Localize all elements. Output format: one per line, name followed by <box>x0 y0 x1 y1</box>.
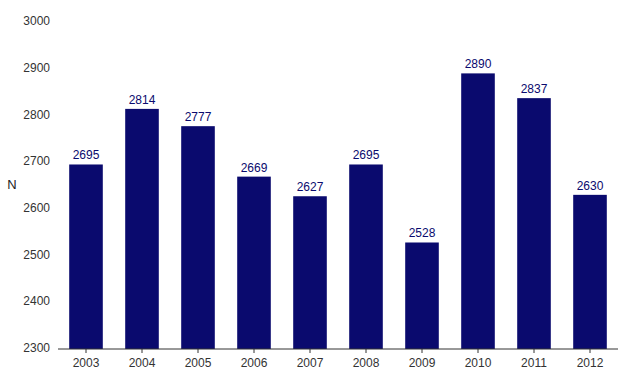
data-label: 2695 <box>73 148 100 162</box>
bar <box>461 73 495 349</box>
y-tick-label: 2400 <box>23 294 50 308</box>
y-tick-label: 2700 <box>23 154 50 168</box>
x-tick-label: 2005 <box>185 356 212 370</box>
x-tick-label: 2009 <box>409 356 436 370</box>
x-tick <box>534 349 535 353</box>
chart-svg: 23002400250026002700280029003000N2003200… <box>0 0 634 383</box>
x-tick-label: 2007 <box>297 356 324 370</box>
y-tick-label: 2300 <box>23 341 50 355</box>
y-axis: 2300 2400 2500 2600 2700 2800 2900 3000 N <box>7 14 50 355</box>
y-tick-label: 2600 <box>23 201 50 215</box>
x-tick <box>142 349 143 353</box>
bar <box>405 242 439 349</box>
data-label: 2695 <box>353 148 380 162</box>
bar <box>181 126 215 349</box>
bar <box>125 109 159 349</box>
data-label: 2630 <box>577 179 604 193</box>
chart-container: 23002400250026002700280029003000N2003200… <box>0 0 634 383</box>
y-tick-label: 2800 <box>23 108 50 122</box>
bar <box>349 164 383 349</box>
data-labels: 2695 2814 2777 2669 2627 2695 2528 2890 2837 2630 <box>73 57 604 240</box>
x-tick-label: 2004 <box>129 356 156 370</box>
x-tick <box>310 349 311 353</box>
bar <box>517 98 551 349</box>
bar <box>69 164 103 349</box>
x-axis: 2003 2004 2005 2006 2007 2008 2009 2010 2011 2012 <box>58 349 618 370</box>
data-label: 2814 <box>129 93 156 107</box>
x-tick-label: 2006 <box>241 356 268 370</box>
data-label: 2627 <box>297 180 324 194</box>
y-tick-label: 2500 <box>23 248 50 262</box>
x-tick-label: 2010 <box>465 356 492 370</box>
bar <box>237 177 271 349</box>
data-label: 2777 <box>185 110 212 124</box>
bar <box>293 196 327 349</box>
x-tick <box>366 349 367 353</box>
x-tick <box>478 349 479 353</box>
x-tick <box>254 349 255 353</box>
x-tick-label: 2011 <box>521 356 547 370</box>
bars <box>69 73 607 349</box>
data-label: 2890 <box>465 57 492 71</box>
data-label: 2528 <box>409 226 436 240</box>
y-tick-label: 2900 <box>23 61 50 75</box>
x-tick-label: 2003 <box>73 356 100 370</box>
data-label: 2837 <box>521 82 548 96</box>
x-tick-label: 2008 <box>353 356 380 370</box>
y-axis-label: N <box>7 177 16 192</box>
y-tick-label: 3000 <box>23 14 50 28</box>
x-tick <box>86 349 87 353</box>
x-tick <box>198 349 199 353</box>
bar <box>573 195 607 349</box>
data-label: 2669 <box>241 161 268 175</box>
x-tick-label: 2012 <box>577 356 604 370</box>
x-tick <box>590 349 591 353</box>
x-tick <box>422 349 423 353</box>
